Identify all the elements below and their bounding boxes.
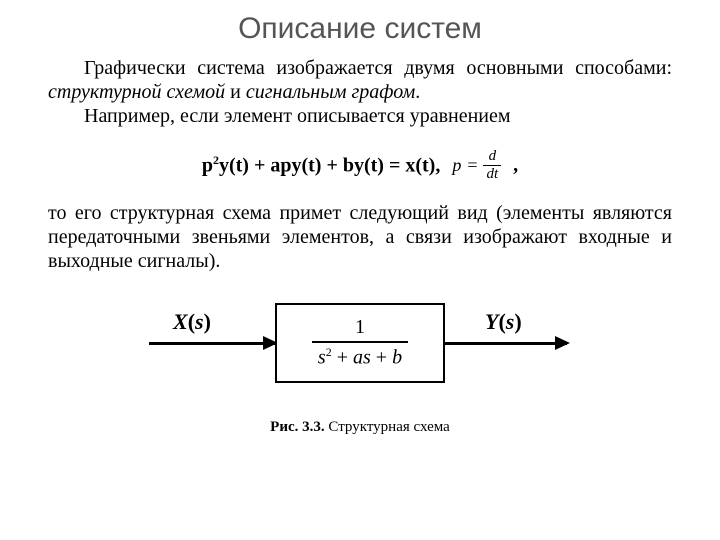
paragraph-3: то его структурная схема примет следующи… [48, 201, 672, 273]
output-signal-label: Y(s) [485, 309, 522, 335]
input-signal-label: X(s) [173, 309, 211, 335]
p-equals: = [467, 155, 477, 176]
p-symbol: p [452, 155, 461, 176]
p1-a: Графически система изображается двумя ос… [84, 57, 672, 79]
equation-main: p2y(t) + apy(t) + by(t) = x(t), [202, 153, 440, 178]
tf-denominator: s2 + as + b [312, 341, 408, 372]
p-numerator: d [486, 148, 500, 165]
block-diagram: X(s) 1 s2 + as + b Y(s) [145, 293, 575, 403]
equation-trailing-comma: , [513, 154, 518, 177]
equation-row: p2y(t) + apy(t) + by(t) = x(t), p = d dt… [48, 148, 672, 183]
paragraph-1: Графически система изображается двумя ос… [48, 56, 672, 104]
block-diagram-wrap: X(s) 1 s2 + as + b Y(s) [48, 293, 672, 403]
output-arrow-line [445, 342, 567, 345]
paragraph-2: Например, если элемент описывается уравн… [48, 104, 672, 128]
caption-label: Рис. 3.3. [270, 419, 324, 435]
caption-text: Структурная схема [325, 419, 450, 435]
p1-c: и [225, 81, 246, 103]
p-fraction: d dt [483, 148, 501, 183]
output-arrow-head-icon [555, 336, 570, 350]
p-denominator: dt [483, 165, 501, 183]
transfer-function-block: 1 s2 + as + b [275, 303, 445, 383]
transfer-function-fraction: 1 s2 + as + b [312, 314, 408, 372]
page-title: Описание систем [48, 12, 672, 46]
tf-numerator: 1 [347, 314, 373, 341]
p1-b: структурной схемой [48, 81, 225, 103]
equation-operator-def: p = d dt [452, 148, 501, 183]
p1-d: сигнальным графом [246, 81, 415, 103]
figure-caption: Рис. 3.3. Структурная схема [48, 419, 672, 436]
input-arrow-line [149, 342, 275, 345]
p1-e: . [415, 81, 420, 103]
